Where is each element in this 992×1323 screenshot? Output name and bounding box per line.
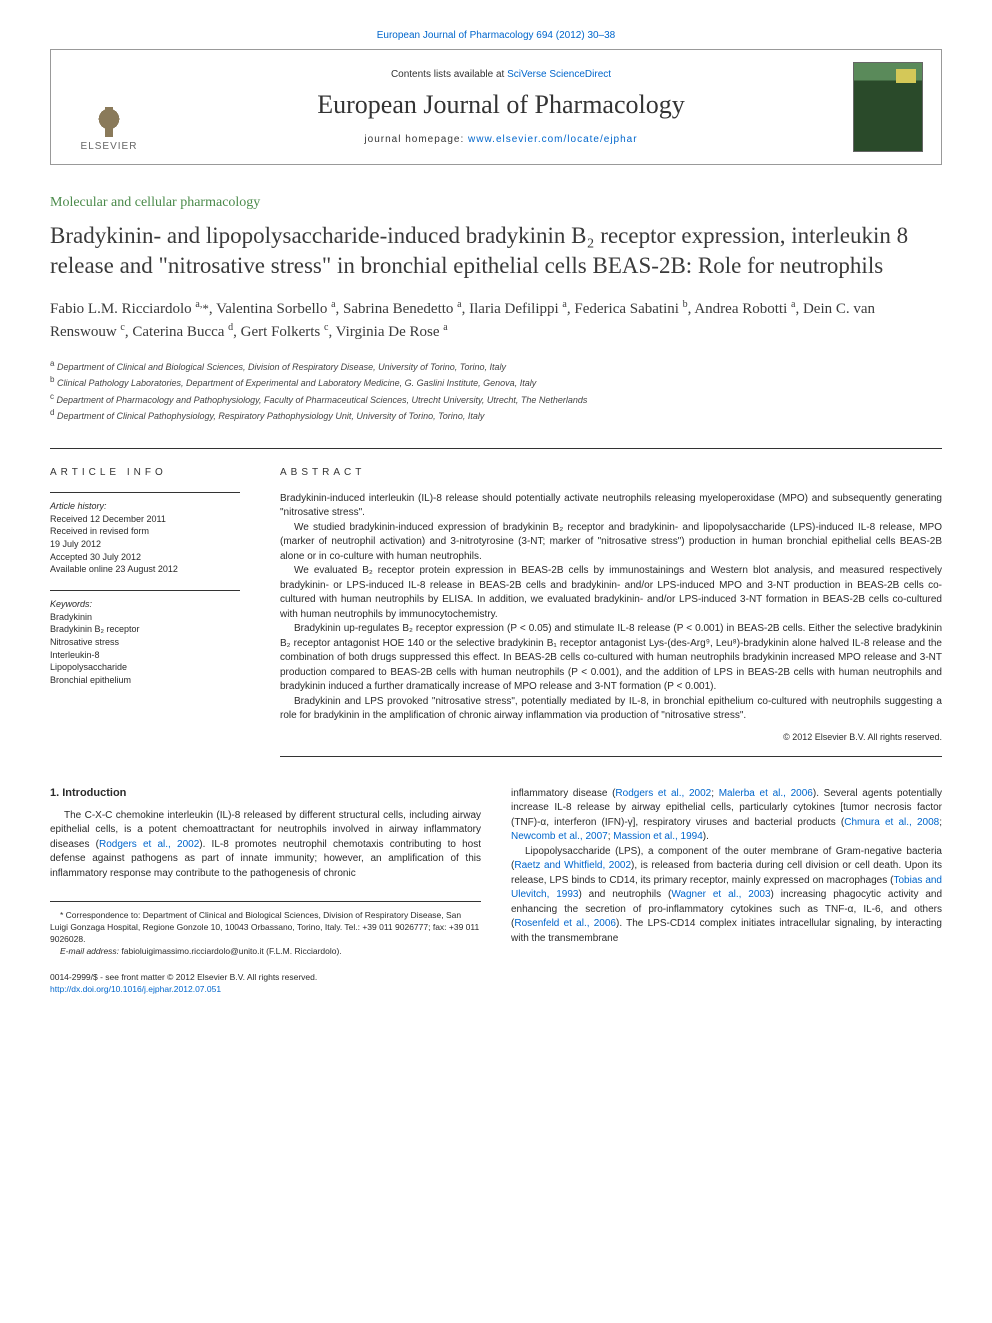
article-info-column: ARTICLE INFO Article history: Received 1…	[50, 467, 240, 757]
authors-list: Fabio L.M. Ricciardolo a,*, Valentina So…	[50, 297, 942, 344]
keywords-block: Keywords: BradykininBradykinin B₂ recept…	[50, 590, 240, 687]
body-right-column: inflammatory disease (Rodgers et al., 20…	[511, 787, 942, 996]
keyword: Nitrosative stress	[50, 636, 240, 649]
homepage-prefix: journal homepage:	[364, 134, 468, 145]
abstract-text: Bradykinin-induced interleukin (IL)-8 re…	[280, 492, 942, 724]
keyword: Lipopolysaccharide	[50, 661, 240, 674]
abstract-paragraph: Bradykinin and LPS provoked "nitrosative…	[280, 695, 942, 724]
elsevier-text: ELSEVIER	[81, 141, 138, 152]
journal-center: Contents lists available at SciVerse Sci…	[167, 69, 835, 145]
info-abstract-row: ARTICLE INFO Article history: Received 1…	[50, 448, 942, 757]
article-title: Bradykinin- and lipopolysaccharide-induc…	[50, 221, 942, 281]
history-line: Received 12 December 2011	[50, 513, 240, 526]
front-matter-line: 0014-2999/$ - see front matter © 2012 El…	[50, 972, 481, 984]
affiliation-line: b Clinical Pathology Laboratories, Depar…	[50, 374, 942, 391]
intro-heading: 1. Introduction	[50, 787, 481, 799]
contents-available-line: Contents lists available at SciVerse Sci…	[167, 69, 835, 80]
intro-para-left: The C-X-C chemokine interleukin (IL)-8 r…	[50, 809, 481, 882]
keyword: Bradykinin B₂ receptor	[50, 623, 240, 636]
affiliation-line: d Department of Clinical Pathophysiology…	[50, 407, 942, 424]
doi-link[interactable]: http://dx.doi.org/10.1016/j.ejphar.2012.…	[50, 984, 221, 994]
journal-title: European Journal of Pharmacology	[167, 90, 835, 120]
abstract-heading: ABSTRACT	[280, 467, 942, 478]
section-label: Molecular and cellular pharmacology	[50, 195, 942, 211]
journal-cover-thumbnail	[853, 62, 923, 152]
abstract-divider	[280, 756, 942, 757]
history-label: Article history:	[50, 501, 240, 511]
email-label: E-mail address:	[60, 946, 119, 956]
history-line: 19 July 2012	[50, 538, 240, 551]
abstract-column: ABSTRACT Bradykinin-induced interleukin …	[280, 467, 942, 757]
abstract-paragraph: Bradykinin up-regulates B₂ receptor expr…	[280, 622, 942, 695]
footer-meta: 0014-2999/$ - see front matter © 2012 El…	[50, 972, 481, 996]
history-line: Received in revised form	[50, 525, 240, 538]
contents-prefix: Contents lists available at	[391, 69, 507, 80]
abstract-copyright: © 2012 Elsevier B.V. All rights reserved…	[280, 732, 942, 742]
history-line: Available online 23 August 2012	[50, 563, 240, 576]
body-left-column: 1. Introduction The C-X-C chemokine inte…	[50, 787, 481, 996]
abstract-paragraph: Bradykinin-induced interleukin (IL)-8 re…	[280, 492, 942, 521]
keyword: Bronchial epithelium	[50, 674, 240, 687]
body-columns: 1. Introduction The C-X-C chemokine inte…	[50, 787, 942, 996]
intro-para-right-2: Lipopolysaccharide (LPS), a component of…	[511, 845, 942, 947]
citation-header: European Journal of Pharmacology 694 (20…	[50, 30, 942, 41]
history-line: Accepted 30 July 2012	[50, 551, 240, 564]
affiliation-line: a Department of Clinical and Biological …	[50, 358, 942, 375]
article-info-heading: ARTICLE INFO	[50, 467, 240, 478]
homepage-line: journal homepage: www.elsevier.com/locat…	[167, 134, 835, 145]
elsevier-tree-icon	[79, 77, 139, 137]
sciencedirect-link[interactable]: SciVerse ScienceDirect	[507, 69, 611, 80]
journal-masthead: ELSEVIER Contents lists available at Sci…	[50, 49, 942, 165]
citation-link[interactable]: European Journal of Pharmacology 694 (20…	[377, 30, 616, 41]
homepage-link[interactable]: www.elsevier.com/locate/ejphar	[468, 134, 638, 145]
history-block: Article history: Received 12 December 20…	[50, 492, 240, 576]
correspondence-footnote: * Correspondence to: Department of Clini…	[50, 910, 481, 946]
elsevier-logo: ELSEVIER	[69, 62, 149, 152]
email-footnote: E-mail address: fabioluigimassimo.riccia…	[50, 946, 481, 958]
keyword: Bradykinin	[50, 611, 240, 624]
keywords-label: Keywords:	[50, 599, 240, 609]
keyword: Interleukin-8	[50, 649, 240, 662]
footnotes: * Correspondence to: Department of Clini…	[50, 901, 481, 958]
abstract-paragraph: We evaluated B₂ receptor protein express…	[280, 564, 942, 622]
email-value: fabioluigimassimo.ricciardolo@unito.it (…	[121, 946, 341, 956]
abstract-paragraph: We studied bradykinin-induced expression…	[280, 521, 942, 565]
affiliations: a Department of Clinical and Biological …	[50, 358, 942, 424]
affiliation-line: c Department of Pharmacology and Pathoph…	[50, 391, 942, 408]
intro-para-right-1: inflammatory disease (Rodgers et al., 20…	[511, 787, 942, 845]
